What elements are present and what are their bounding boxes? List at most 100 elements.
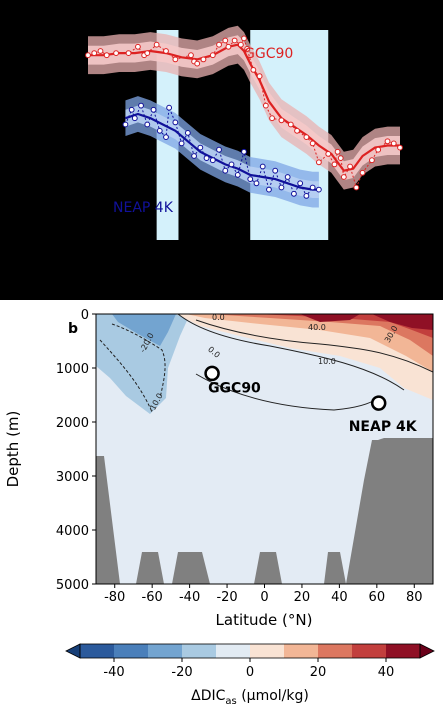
data-point <box>131 115 138 122</box>
site-label: NEAP 4K <box>349 419 418 435</box>
data-point <box>266 186 272 193</box>
colorbar-bin <box>318 644 352 658</box>
data-point <box>303 193 310 199</box>
data-point <box>85 52 91 59</box>
colorbar-bin <box>216 644 250 658</box>
data-point <box>278 184 285 191</box>
y-axis-title: Depth (m) <box>4 411 22 488</box>
data-point <box>259 163 266 170</box>
colorbar-label-unit: (μmol/kg) <box>237 688 309 704</box>
data-point <box>253 180 260 187</box>
data-point <box>315 186 322 193</box>
colorbar-tick-label: -20 <box>171 665 192 680</box>
data-point <box>244 46 251 52</box>
contour-label: 40.0 <box>308 323 326 332</box>
data-point <box>188 52 194 59</box>
data-point <box>209 52 216 59</box>
data-point <box>278 117 285 124</box>
data-point <box>163 48 169 54</box>
x-tick-label: 0 <box>260 590 268 605</box>
y-tick-label: 5000 <box>56 578 89 593</box>
data-point <box>113 50 119 56</box>
uncertainty-band <box>88 35 400 181</box>
data-point <box>284 174 291 180</box>
x-tick-label: 20 <box>294 590 311 605</box>
data-point <box>178 140 185 147</box>
colorbar-bin <box>182 644 216 658</box>
data-point <box>375 146 382 153</box>
data-point <box>209 157 216 164</box>
colorbar-bin <box>114 644 148 658</box>
data-point <box>397 144 403 151</box>
data-point <box>144 121 151 128</box>
data-point <box>369 157 375 164</box>
colorbar-label: ΔDICas (μmol/kg) <box>191 688 309 707</box>
colorbar-bin <box>80 644 114 658</box>
data-point <box>272 167 279 174</box>
data-point <box>200 56 207 63</box>
data-point <box>262 102 269 109</box>
colorbar-bin <box>250 644 284 658</box>
data-point <box>297 180 304 187</box>
section-fields <box>96 314 433 584</box>
colorbar-extend-low <box>65 643 81 659</box>
data-point <box>216 146 222 153</box>
data-point <box>234 172 241 178</box>
x-tick-label: 80 <box>406 590 423 605</box>
x-tick-label: 40 <box>331 590 348 605</box>
panel-a-timeseries: GGC90 NEAP 4K <box>0 0 443 300</box>
series-smooth-line <box>125 112 319 191</box>
data-point <box>390 140 397 147</box>
data-point <box>197 144 204 151</box>
data-point <box>153 41 160 48</box>
colorbar: -40 -20 0 20 40 <box>65 643 435 680</box>
colorbar-extend-high <box>419 643 435 659</box>
series-raw-line <box>124 104 320 197</box>
x-axis-title: Latitude (°N) <box>216 611 313 629</box>
data-point <box>237 41 244 48</box>
y-tick-label: 4000 <box>56 524 89 539</box>
data-point <box>269 115 275 122</box>
colorbar-label-main: ΔDIC <box>191 688 225 704</box>
colorbar-tick-label: 20 <box>310 665 327 680</box>
data-point <box>216 41 222 48</box>
data-point <box>128 106 135 113</box>
colorbar-bin <box>386 644 420 658</box>
data-point <box>250 67 257 73</box>
series-label-neap4k: NEAP 4K <box>113 200 174 216</box>
data-point <box>194 60 201 67</box>
data-point <box>222 167 229 174</box>
site-label: GGC90 <box>208 380 261 396</box>
data-point <box>135 43 141 50</box>
data-point <box>125 50 132 56</box>
x-tick-label: -80 <box>104 590 125 605</box>
data-point <box>291 190 297 197</box>
colorbar-tick-label: -40 <box>103 665 124 680</box>
data-point <box>384 138 391 145</box>
data-point <box>334 148 341 155</box>
data-point <box>231 37 238 44</box>
data-point <box>241 148 247 155</box>
data-point <box>91 50 98 56</box>
data-point <box>241 35 247 42</box>
series-label-ggc90: GGC90 <box>244 46 293 62</box>
colorbar-bin <box>148 644 182 658</box>
y-tick-label: 0 <box>81 308 89 323</box>
data-point <box>353 184 360 191</box>
data-point <box>172 56 179 63</box>
y-tick-label: 2000 <box>56 416 89 431</box>
data-point <box>156 127 163 134</box>
contour-label: 10.0 <box>318 357 336 366</box>
site-marker <box>370 395 387 411</box>
data-point <box>359 169 366 176</box>
data-point <box>309 184 316 191</box>
data-point <box>225 43 232 50</box>
data-point <box>191 153 197 159</box>
data-point <box>347 163 353 170</box>
data-point <box>122 121 129 128</box>
colorbar-bin <box>352 644 386 658</box>
y-tick-label: 3000 <box>56 470 89 485</box>
data-point <box>184 130 191 136</box>
data-point <box>144 50 151 56</box>
